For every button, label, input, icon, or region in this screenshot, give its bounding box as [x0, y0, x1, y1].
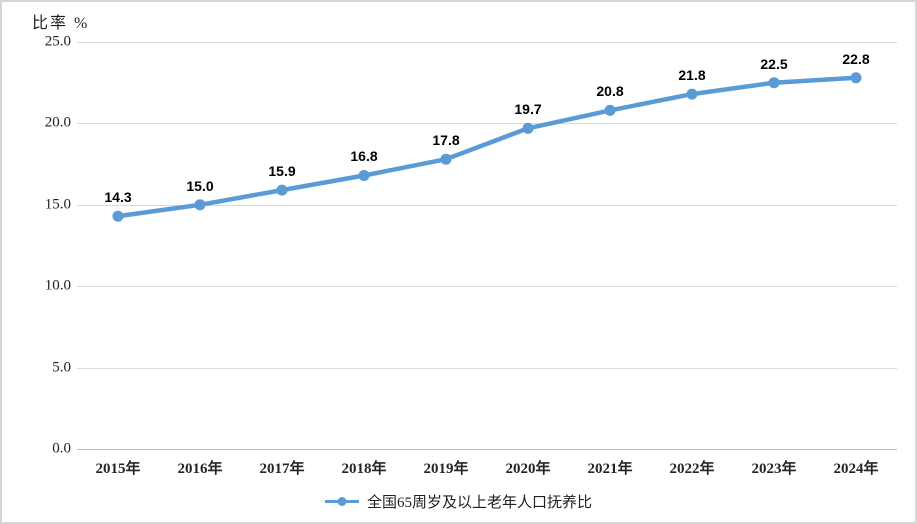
x-tick-label: 2023年	[751, 461, 797, 477]
y-tick-label: 5.0	[52, 359, 71, 376]
data-label: 22.5	[760, 55, 788, 72]
data-point-marker	[358, 170, 370, 181]
gridline	[77, 204, 897, 206]
gridline	[77, 449, 897, 450]
data-point-marker	[850, 72, 862, 84]
x-tick-label: 2018年	[341, 461, 387, 477]
gridline	[77, 367, 897, 369]
legend-label: 全国65周岁及以上老年人口抚养比	[366, 495, 592, 511]
data-point-marker	[194, 199, 206, 211]
data-label: 20.8	[596, 83, 624, 100]
x-tick-label: 2019年	[423, 461, 469, 477]
gridline	[77, 286, 897, 288]
x-tick-label: 2024年	[833, 461, 879, 477]
data-point-marker	[440, 153, 452, 165]
data-label: 22.8	[842, 50, 870, 67]
y-tick-label: 20.0	[44, 114, 71, 131]
data-point-marker	[686, 88, 698, 100]
data-point-marker	[604, 104, 616, 116]
data-point-marker	[276, 184, 288, 196]
y-tick-label: 0.0	[52, 440, 71, 457]
legend: 全国65周岁及以上老年人口抚养比	[2, 491, 915, 512]
x-tick-label: 2015年	[95, 461, 141, 477]
y-axis-title: 比率 %	[32, 15, 90, 32]
data-label: 15.9	[268, 163, 296, 180]
x-tick-label: 2020年	[505, 461, 551, 477]
data-label: 21.8	[678, 67, 706, 84]
data-point-marker	[768, 77, 780, 89]
data-label: 15.0	[186, 177, 214, 194]
data-label: 14.3	[104, 189, 132, 206]
x-tick-label: 2022年	[669, 461, 715, 477]
gridline	[77, 123, 897, 125]
plot-area	[77, 42, 897, 450]
series-line	[112, 72, 862, 222]
x-tick-label: 2021年	[587, 461, 633, 477]
y-tick-label: 25.0	[44, 33, 71, 50]
data-point-marker	[522, 122, 534, 134]
y-tick-label: 15.0	[44, 196, 71, 213]
data-label: 16.8	[350, 148, 378, 165]
data-label: 19.7	[514, 101, 542, 118]
data-point-marker	[112, 210, 124, 222]
y-tick-label: 10.0	[44, 277, 71, 294]
data-label: 17.8	[432, 132, 460, 149]
x-tick-label: 2017年	[259, 461, 305, 477]
legend-line-marker-icon	[324, 497, 359, 506]
gridline	[77, 42, 897, 43]
x-tick-label: 2016年	[177, 461, 223, 477]
